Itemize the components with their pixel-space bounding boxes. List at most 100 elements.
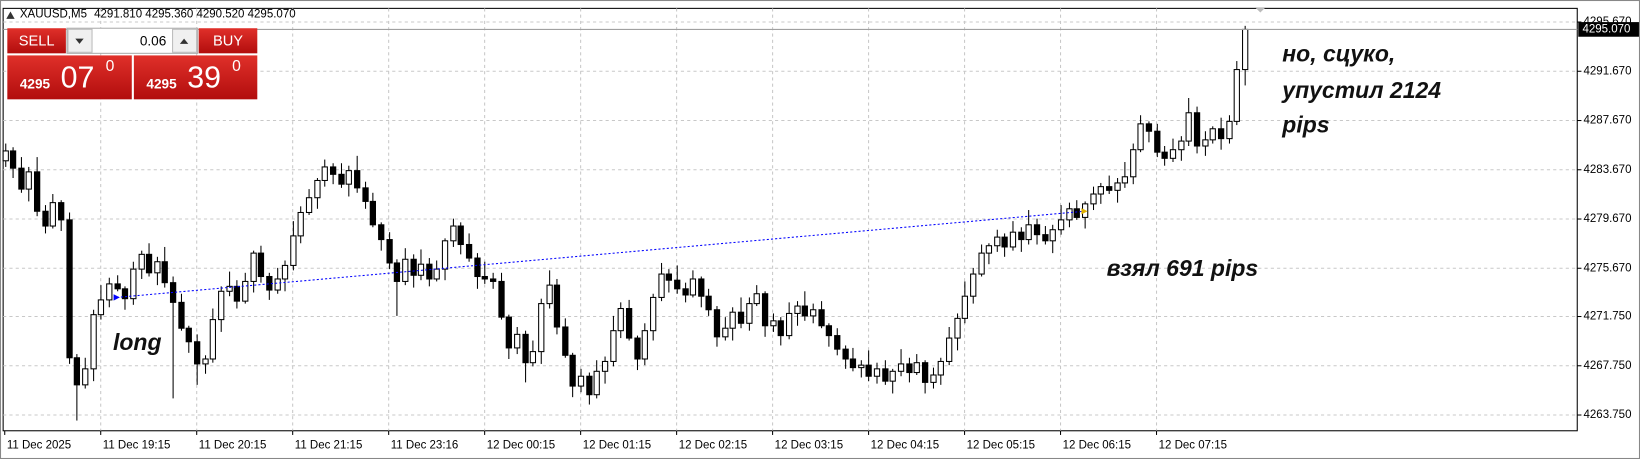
candle-body xyxy=(121,288,129,300)
candle-body xyxy=(1106,186,1113,191)
candle-body xyxy=(250,252,257,282)
candle-body xyxy=(1025,224,1032,241)
candle-body xyxy=(921,362,929,383)
candle-body xyxy=(274,278,281,291)
candle-body xyxy=(49,202,56,227)
candle-body xyxy=(682,288,689,296)
ohlc: 4291.810 4295.360 4290.520 4295.070 xyxy=(94,9,295,21)
y-tick-label: 4291.670 xyxy=(1584,65,1632,77)
plot-frame xyxy=(2,7,1578,432)
price-label: 4295.070 xyxy=(1582,23,1630,35)
candle-body xyxy=(73,357,81,386)
candle-body xyxy=(1209,128,1216,141)
candle-body xyxy=(794,305,801,314)
trend-anchor xyxy=(113,294,120,301)
candle-body xyxy=(746,303,753,324)
y-tick-label: 4287.670 xyxy=(1584,115,1632,127)
candle-body xyxy=(954,317,961,339)
candle-body xyxy=(689,278,697,296)
buy-price-box[interactable] xyxy=(133,55,258,100)
candle-body xyxy=(106,283,113,301)
candle-body xyxy=(417,263,425,276)
candle-body xyxy=(1233,69,1240,122)
candle-body xyxy=(834,335,841,350)
candle-body xyxy=(882,368,889,382)
candle-body xyxy=(562,326,569,356)
candle-body xyxy=(194,341,201,365)
candle-body xyxy=(209,319,216,360)
y-tick-label: 4271.750 xyxy=(1584,311,1632,323)
x-tick-label: 11 Dec 19:15 xyxy=(103,439,171,451)
candle-body xyxy=(1066,208,1073,221)
candle-body xyxy=(498,280,505,318)
candle-body xyxy=(42,210,49,227)
candle-body xyxy=(1137,123,1144,151)
candle-body xyxy=(1145,123,1153,132)
candle-body xyxy=(713,309,721,338)
candle-body xyxy=(25,171,32,190)
candle-body xyxy=(737,311,745,324)
x-tick-label: 11 Dec 20:15 xyxy=(199,439,267,451)
x-tick-label: 12 Dec 02:15 xyxy=(679,439,747,451)
candle-body xyxy=(1042,234,1049,242)
candle-body xyxy=(161,261,168,284)
candle-body xyxy=(226,285,233,292)
candle-body xyxy=(777,320,784,337)
candle-body xyxy=(849,358,857,369)
candle-body xyxy=(1130,149,1137,178)
x-tick-label: 12 Dec 04:15 xyxy=(871,439,939,451)
candle-body xyxy=(1178,140,1185,151)
trend-anchor xyxy=(1081,208,1088,215)
candle-body xyxy=(490,278,497,282)
x-tick-label: 12 Dec 07:15 xyxy=(1159,439,1227,451)
candle-body xyxy=(305,197,313,214)
sell-button[interactable] xyxy=(7,28,66,54)
candle-body xyxy=(930,374,937,383)
candles xyxy=(2,25,1249,421)
candle-body xyxy=(1057,219,1065,231)
y-tick-label: 4295.670 xyxy=(1584,16,1632,28)
price-label-bg xyxy=(1578,22,1639,37)
x-tick-label: 11 Dec 2025 xyxy=(7,439,71,451)
candle-body xyxy=(97,299,105,316)
candle-body xyxy=(410,258,417,276)
candle-body xyxy=(145,253,153,274)
candle-body xyxy=(1001,236,1008,248)
y-tick-label: 4283.670 xyxy=(1584,164,1632,176)
candle-body xyxy=(650,296,657,332)
candle-body xyxy=(441,240,449,270)
sell-price-box[interactable] xyxy=(7,55,132,100)
x-tick-label: 12 Dec 03:15 xyxy=(775,439,843,451)
candle-body xyxy=(729,311,736,329)
candle-body xyxy=(1242,28,1249,71)
candle-body xyxy=(577,375,585,387)
candle-body xyxy=(433,268,440,280)
volume[interactable]: 0.06 xyxy=(140,33,166,48)
buy-price-main: 39 xyxy=(187,61,221,94)
grid: 4263.750 4267.750 4271.750 4275.670 4279.670… xyxy=(3,8,1631,451)
candle-body xyxy=(202,358,209,365)
candle-body xyxy=(130,268,137,300)
candle-body xyxy=(610,330,617,362)
candle-body xyxy=(770,320,777,327)
candle-body xyxy=(1009,231,1017,248)
candle-body xyxy=(1185,112,1192,142)
candle-body xyxy=(810,309,817,317)
buy-price-big: 4295 xyxy=(146,76,177,91)
candle-body xyxy=(961,295,968,319)
candle-body xyxy=(705,295,712,311)
candle-body xyxy=(9,150,17,169)
x-tick-label: 12 Dec 05:15 xyxy=(967,439,1035,451)
buy-button[interactable] xyxy=(198,28,258,54)
candle-body xyxy=(257,252,265,278)
candle-body xyxy=(329,166,337,175)
shift-marker xyxy=(1255,7,1266,13)
candle-body xyxy=(114,283,121,290)
candle-body xyxy=(978,252,985,275)
candle-body xyxy=(297,211,304,237)
candle-body xyxy=(825,325,833,337)
collapse-icon[interactable] xyxy=(6,11,15,19)
annotation: упустил 2124 xyxy=(1281,77,1441,103)
